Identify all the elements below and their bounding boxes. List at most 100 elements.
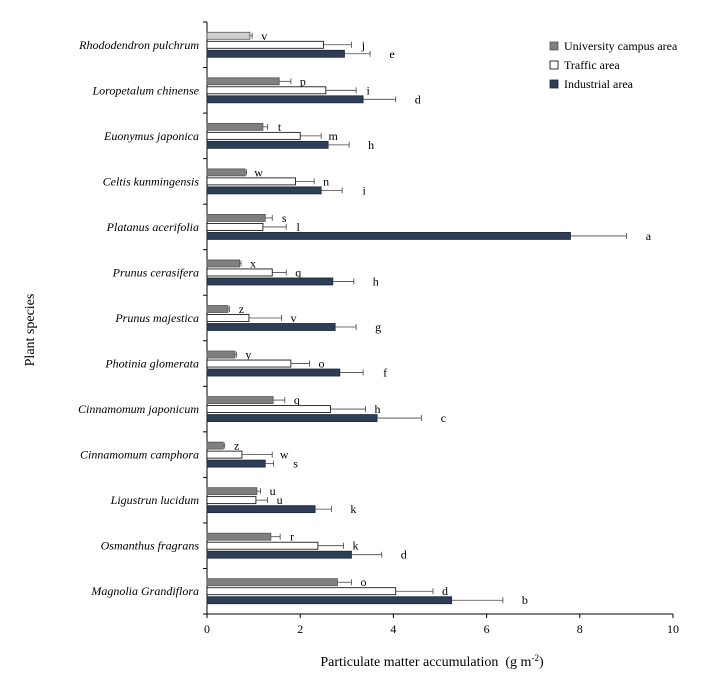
category-label: Ligustrun lucidum [110,493,200,507]
legend-swatch [549,60,559,70]
bar-university [206,305,229,313]
legend-swatch [549,41,559,51]
bar-industrial [206,95,364,104]
bar-traffic [206,177,296,186]
bar-university [206,441,224,450]
significance-letter: m [328,129,338,143]
bar-industrial [206,277,334,286]
legend-label: Industrial area [564,77,634,91]
significance-letter: y [245,348,251,362]
category-label: Magnolia Grandiflora [90,584,199,598]
significance-letter: g [375,320,381,334]
bar-traffic [206,40,324,49]
significance-letter: f [383,366,387,380]
x-tick-label: 2 [297,622,303,636]
category-label: Celtis kunmingensis [103,174,200,188]
legend-label: Traffic area [564,58,620,72]
bar-traffic [206,223,264,231]
significance-letter: w [280,448,289,462]
bar-industrial [206,596,453,605]
significance-letter: s [293,457,298,471]
significance-letter: b [522,593,528,607]
category-label: Cinnamomum camphora [80,448,199,462]
bar-industrial [206,368,341,377]
significance-letter: a [646,229,652,243]
significance-letter: o [360,575,366,589]
significance-letter: q [294,393,300,407]
category-label: Prunus majestica [114,311,199,325]
significance-letter: j [361,38,365,52]
significance-letter: h [373,274,379,288]
category-label: Euonymus japonica [103,129,199,143]
significance-letter: i [362,183,366,197]
significance-letter: o [319,357,325,371]
significance-letter: x [250,256,256,270]
significance-letter: r [290,530,294,544]
x-tick-label: 4 [390,622,396,636]
significance-letter: k [353,539,359,553]
bar-traffic [206,405,331,413]
bar-industrial [206,550,352,559]
bar-industrial [206,140,329,149]
bar-industrial [206,186,322,195]
significance-letter: p [300,74,306,88]
category-labels: Rhododendron pulchrum Loropetalum chinens… [78,21,207,615]
bar-traffic [206,131,301,140]
bar-traffic [206,359,292,368]
x-axis-title: Particulate matter accumulation (g m-2) [320,653,544,670]
bar-industrial [206,459,266,468]
significance-letter: q [295,265,301,279]
legend-swatch [549,79,559,89]
x-tick-label: 0 [204,622,210,636]
category-label: Cinnamomum japonicum [78,402,199,416]
category-label: Osmanthus fragrans [101,539,200,553]
significance-letter: u [270,484,276,498]
x-tick-label: 8 [577,622,583,636]
significance-letter: d [415,92,421,106]
significance-letter: z [234,439,239,453]
significance-letter: u [277,493,283,507]
significance-letter: t [278,120,282,134]
category-label: Prunus cerasifera [112,265,199,279]
bar-university [206,396,274,404]
legend: University campus area Traffic area Indust… [549,39,678,91]
bar-industrial [206,414,378,422]
bar-industrial [206,232,571,240]
category-label: Photinia glomerata [104,357,199,371]
bar-university [206,168,246,177]
category-label: Rhododendron pulchrum [78,38,199,52]
bar-university [206,532,272,541]
bar-industrial [206,323,336,331]
bar-university [206,350,236,359]
bar-university [206,77,280,86]
x-tick-label: 10 [667,622,679,636]
bar-university [206,487,258,496]
significance-letter: k [350,502,356,516]
bar-university [206,259,241,268]
y-axis-title: Plant species [23,294,38,367]
significance-letter: v [291,311,297,325]
bar-traffic [206,496,257,505]
significance-letter: c [441,411,446,425]
significance-letter: i [366,83,370,97]
bar-university [206,122,264,131]
bar-university [206,31,251,40]
bar-university [206,578,338,587]
significance-letter: v [261,29,267,43]
significance-letter: d [401,548,407,562]
legend-label: University campus area [564,39,678,53]
significance-letter: s [282,211,287,225]
significance-letter: d [442,584,448,598]
significance-letter: h [374,402,380,416]
significance-letter: h [368,138,374,152]
bar-traffic [206,541,319,550]
significance-letter: w [254,165,263,179]
x-axis-ticks: 0 2 4 6 8 10 [204,614,679,636]
bar-traffic [206,86,327,95]
bar-industrial [206,49,345,58]
significance-letter: n [323,174,329,188]
category-label: Loropetalum chinense [91,83,199,97]
bar-traffic [206,314,250,322]
category-label: Platanus acerifolia [106,220,199,234]
